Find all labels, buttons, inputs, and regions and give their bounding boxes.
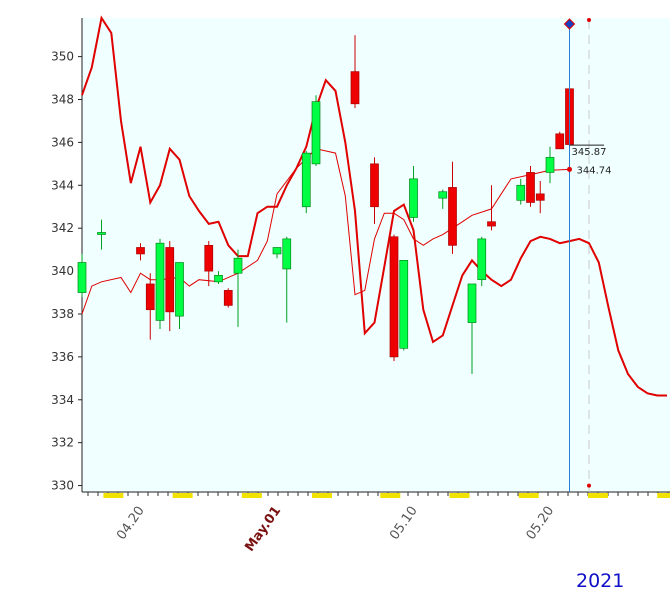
candle (399, 260, 409, 351)
candle (214, 271, 223, 284)
candle (467, 283, 477, 375)
ma-endpoint-marker (567, 166, 572, 172)
candle (516, 178, 526, 205)
candle-body (438, 191, 448, 199)
candle (438, 189, 448, 209)
candle-body (136, 247, 145, 255)
candle-body (350, 71, 360, 105)
x-tick-label: 04.20 (114, 504, 148, 543)
year-label: 2021 (576, 570, 625, 592)
dashed-top-dot (587, 18, 591, 22)
candle-body (282, 238, 292, 270)
candle-body (409, 178, 418, 218)
y-tick-label: 336 (51, 350, 74, 364)
cursor-diamond-marker (563, 18, 576, 30)
candle (487, 185, 496, 231)
y-tick-label: 332 (51, 436, 74, 450)
x-tick-label: May.01 (242, 504, 284, 555)
candle (223, 288, 233, 308)
candle-body (477, 238, 487, 281)
x-tick-label: 05.20 (524, 504, 558, 543)
candle (545, 146, 555, 184)
candle-body (516, 184, 526, 201)
candle-body (311, 101, 321, 165)
weekend-marker (518, 493, 539, 498)
candle-body (399, 260, 409, 349)
candle (535, 181, 545, 214)
candle (145, 273, 155, 340)
candle (136, 243, 145, 261)
weekend-marker (312, 493, 333, 498)
y-tick-label: 346 (51, 135, 74, 149)
candle (204, 241, 214, 287)
candle-body (155, 242, 165, 321)
candle-body (555, 133, 565, 150)
candle (77, 253, 87, 297)
x-tick-label: 05.10 (387, 504, 421, 543)
candle-body (526, 172, 535, 203)
candle (301, 150, 311, 214)
candle (370, 157, 379, 224)
y-tick-label: 350 (51, 50, 74, 64)
candle-body (448, 187, 457, 246)
candle (165, 241, 175, 332)
candle (477, 236, 487, 287)
y-tick-label: 348 (51, 93, 74, 107)
candle (350, 35, 360, 109)
candle-body (165, 247, 175, 313)
candle (526, 165, 535, 207)
candle-body (77, 262, 87, 293)
y-tick-label: 340 (51, 264, 74, 278)
candle (272, 247, 282, 259)
cursor-overlay: 345.87 344.74 (563, 18, 612, 492)
candle-body (97, 232, 106, 235)
candle-body (214, 275, 223, 283)
candle (155, 238, 165, 329)
candle-body (233, 257, 243, 274)
weekend-marker (172, 493, 193, 498)
moving-average-line-2 (81, 148, 570, 315)
candle (409, 165, 418, 222)
candle-body (545, 157, 555, 173)
candle (282, 236, 292, 323)
candle (311, 95, 321, 166)
price-label: 345.87 (572, 147, 607, 158)
candle-body (487, 221, 496, 227)
ma-value-label: 344.74 (577, 165, 612, 176)
weekend-marker (380, 493, 401, 498)
candle-body (389, 236, 399, 358)
y-tick-label: 334 (51, 393, 74, 407)
candle-body (272, 247, 282, 255)
candle (175, 262, 184, 329)
y-tick-label: 330 (51, 479, 74, 493)
weekend-marker (449, 493, 470, 498)
y-tick-label: 344 (51, 178, 74, 192)
candle (233, 249, 243, 327)
candle (555, 131, 565, 150)
weekend-marker (657, 493, 670, 498)
candle (389, 234, 399, 362)
candle (97, 219, 106, 250)
dashed-bottom-dot (587, 483, 591, 488)
candle-body (467, 283, 477, 323)
candle-body (223, 290, 233, 306)
weekend-marker (103, 493, 124, 498)
candle (448, 161, 457, 254)
candle-body (204, 244, 214, 272)
y-tick-label: 342 (51, 221, 74, 235)
candle-body (145, 283, 155, 311)
y-tick-label: 338 (51, 307, 74, 321)
weekend-marker (241, 493, 262, 498)
weekend-marker (587, 493, 608, 498)
candle-body (175, 262, 184, 317)
candle-body (370, 163, 379, 208)
y-axis: 330 332 334 336 338 340 342 344 346 348 350 (51, 50, 82, 493)
candle-body (301, 152, 311, 208)
candle-body (535, 193, 545, 201)
